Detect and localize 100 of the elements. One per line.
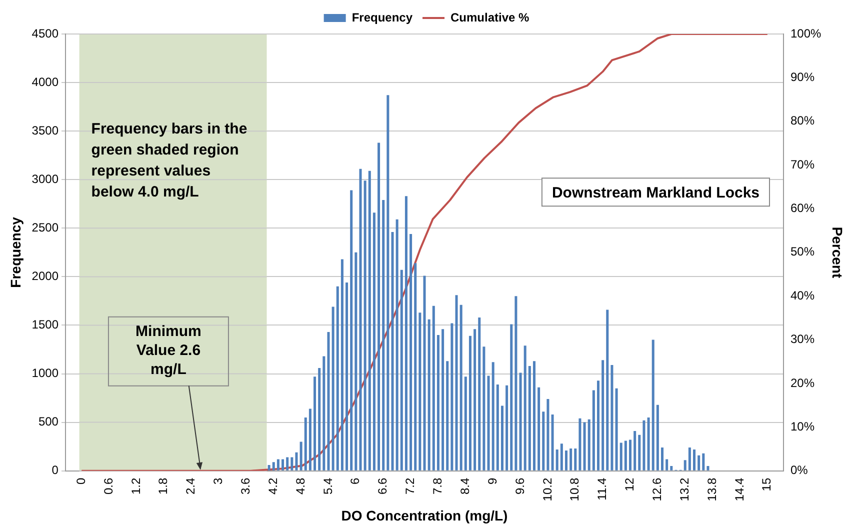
bar [506, 385, 508, 470]
bar [578, 418, 582, 470]
bar [386, 95, 390, 470]
bar [666, 459, 668, 470]
x-tick-label: 14.4 [732, 478, 746, 502]
bar [688, 448, 691, 470]
bar [592, 390, 595, 470]
y2-tick-label: 100% [790, 26, 822, 40]
bar [418, 312, 422, 470]
x-tick-label: 13.8 [704, 478, 719, 502]
x-tick-label: 5.4 [320, 478, 335, 495]
x-tick-label: 13.2 [677, 478, 692, 502]
bar [661, 448, 664, 470]
x-tick-label: 2.4 [184, 478, 198, 495]
bar [510, 324, 513, 470]
bar [286, 457, 289, 470]
bar [350, 190, 353, 470]
bar [368, 170, 371, 470]
bar [588, 419, 590, 470]
y-tick-label: 3500 [32, 123, 59, 138]
y2-tick-label: 90% [790, 70, 815, 84]
bar [414, 263, 417, 470]
x-tick-label: 9 [485, 478, 500, 485]
bar [327, 332, 330, 470]
bar [378, 142, 380, 470]
x-tick-label: 9.6 [512, 478, 527, 495]
x-tick-label: 11.4 [595, 478, 610, 500]
bar [450, 323, 454, 470]
bar [372, 212, 376, 470]
bar [556, 449, 558, 470]
bar [468, 336, 472, 470]
x-tick-label: 6 [348, 478, 362, 485]
y-tick-label: 4500 [32, 26, 59, 40]
x-tick-label: 7.2 [403, 478, 418, 495]
bar [519, 372, 522, 470]
bar [638, 434, 641, 470]
bar [382, 200, 385, 470]
bar [354, 252, 358, 470]
x-tick-label: 7.8 [430, 478, 445, 495]
bar [596, 380, 600, 470]
bar [684, 460, 686, 470]
y2-tick-label: 70% [790, 157, 815, 172]
bar [290, 457, 294, 470]
bar [410, 234, 412, 470]
bar [634, 431, 636, 470]
y-tick-label: 1500 [32, 318, 59, 332]
bar [282, 459, 284, 470]
bar [272, 462, 275, 470]
bar [698, 455, 700, 470]
bar [546, 399, 550, 470]
x-tick-label: 6.6 [376, 478, 390, 495]
bar [538, 387, 540, 470]
bar [432, 306, 435, 470]
bar [492, 362, 494, 470]
x-tick-label: 12 [622, 478, 637, 492]
annotation: Downstream Markland Locks [552, 184, 760, 202]
bar [551, 414, 554, 470]
y2-tick-label: 30% [790, 332, 815, 346]
x-tick-label: 3.6 [238, 478, 252, 495]
bar [314, 376, 316, 470]
x-tick-label: 8.4 [458, 478, 472, 495]
bar [336, 286, 339, 470]
y2-tick-label: 10% [790, 419, 815, 434]
bar [304, 417, 307, 470]
bar [656, 404, 659, 470]
band-label: Frequency bars in the green shaded region represent values below 4.0 mg/L [91, 120, 248, 201]
y-axis-title: Frequency [7, 216, 24, 288]
y-tick-label: 3000 [32, 172, 59, 186]
bar [620, 442, 622, 470]
bar [560, 444, 563, 470]
bar [652, 340, 654, 470]
x-tick-label: 0.6 [101, 478, 116, 495]
bar [404, 196, 408, 470]
x-tick-label: 4.2 [266, 478, 280, 495]
bar [615, 388, 618, 470]
bar [624, 440, 627, 470]
y-tick-label: 500 [38, 414, 59, 429]
bar [436, 334, 440, 470]
legend-label: Cumulative % [450, 10, 530, 24]
bar [446, 361, 449, 470]
bar [359, 168, 362, 470]
bar [500, 406, 504, 470]
bar [642, 420, 646, 470]
bar [308, 408, 312, 470]
bar [542, 412, 545, 470]
bar [693, 449, 696, 470]
bar [702, 453, 705, 470]
bar [482, 346, 486, 470]
bar [574, 448, 577, 470]
bar [610, 365, 614, 470]
x-tick-label: 12.6 [650, 478, 664, 502]
x-tick-label: 1.2 [128, 478, 143, 495]
bar [464, 376, 467, 470]
bar [340, 259, 344, 470]
x-tick-label: 1.8 [156, 478, 170, 495]
bar [647, 417, 650, 470]
x-tick-label: 0 [74, 478, 88, 485]
bar [455, 295, 458, 470]
y2-tick-label: 20% [790, 376, 815, 390]
y2-axis-title: Percent [830, 226, 846, 278]
